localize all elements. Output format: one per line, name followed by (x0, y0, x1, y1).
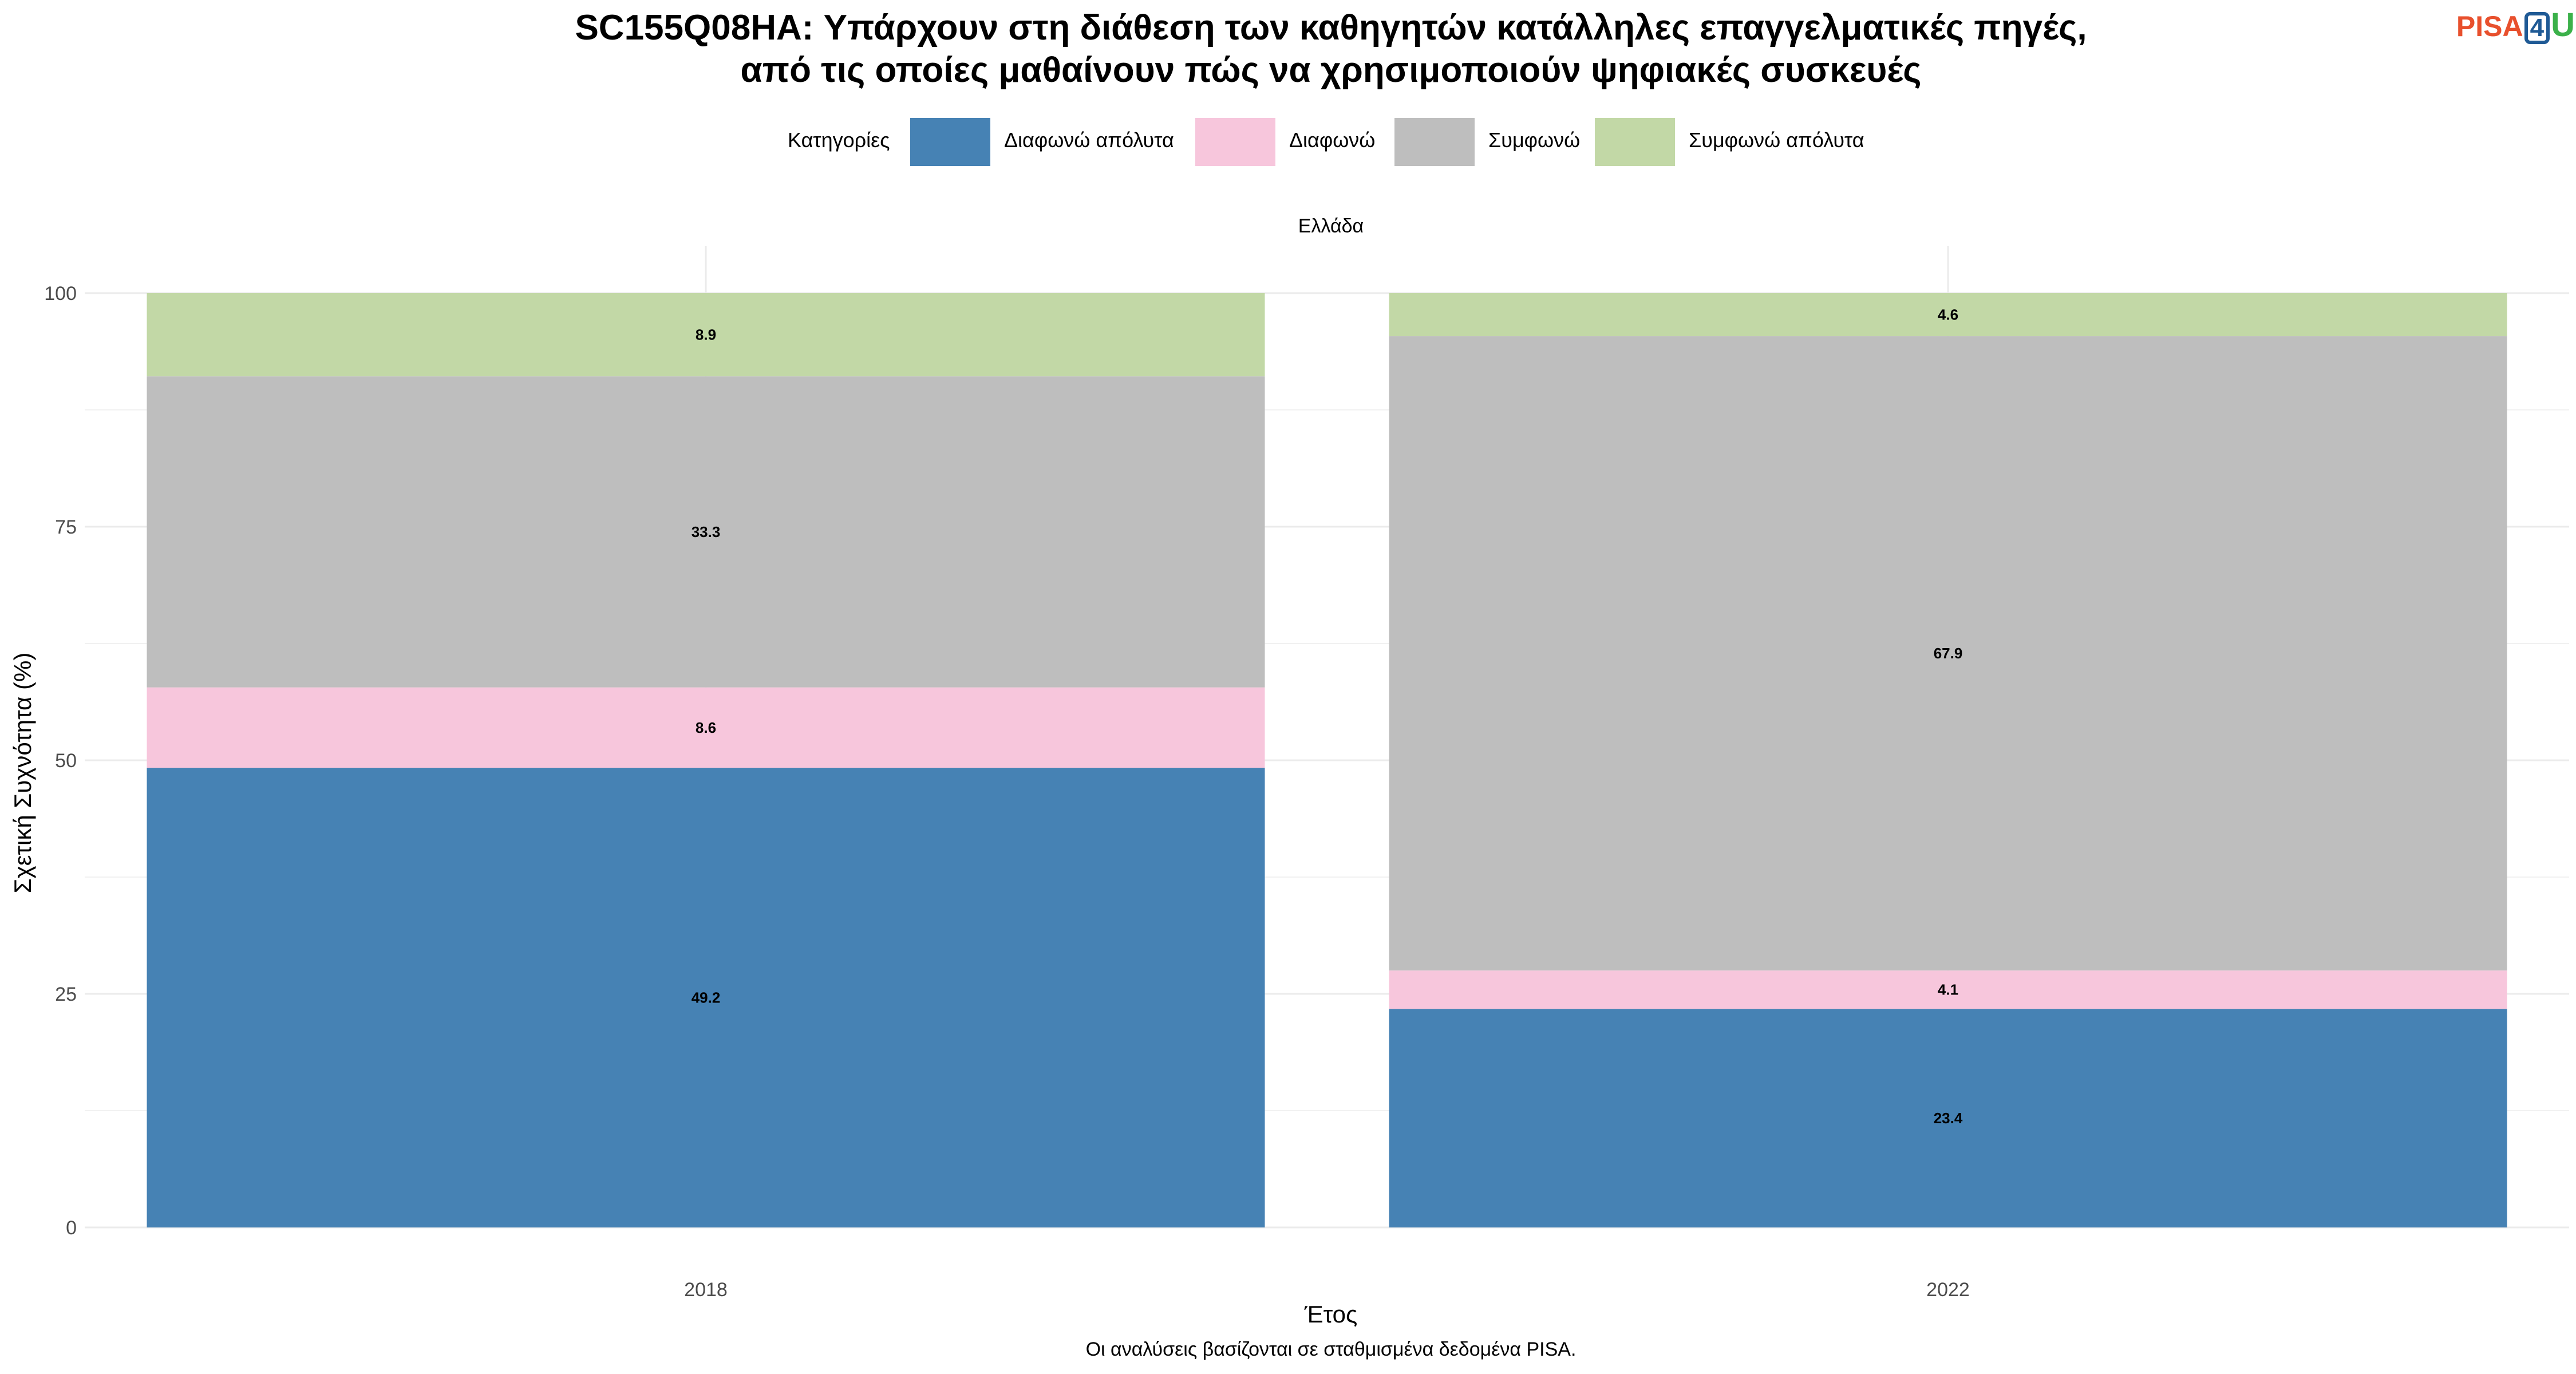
y-tick-label: 75 (55, 516, 77, 538)
legend-label-strongly-agree: Συμφωνώ απόλυτα (1689, 128, 1864, 152)
y-tick-label: 50 (55, 750, 77, 772)
x-tick-label: 2022 (1926, 1279, 1970, 1301)
legend-label-agree: Συμφωνώ (1488, 128, 1581, 152)
legend-key-disagree (1195, 118, 1275, 166)
logo-text-u: U (2551, 6, 2575, 44)
data-label: 33.3 (692, 523, 721, 540)
facet-label: Ελλάδα (1298, 215, 1364, 237)
legend-key-strongly-agree (1595, 118, 1675, 166)
x-axis-label: Έτος (1304, 1301, 1358, 1328)
x-tick-label: 2018 (684, 1279, 728, 1301)
y-tick-label: 0 (66, 1217, 77, 1239)
pisa4u-logo: PISA 4 U (2456, 8, 2575, 44)
data-label: 23.4 (1934, 1110, 1963, 1127)
data-label: 8.9 (696, 326, 716, 344)
legend-label-disagree: Διαφωνώ (1289, 128, 1376, 152)
logo-text-pisa: PISA (2456, 10, 2523, 42)
data-label: 67.9 (1934, 645, 1963, 662)
chart-legend: Κατηγορίες Διαφωνώ απόλυτα Διαφωνώ Συμφω… (0, 114, 2576, 167)
bar-segment-2018-0 (147, 768, 1265, 1227)
legend-title: Κατηγορίες (788, 128, 890, 152)
y-tick-label: 100 (44, 283, 77, 305)
data-label: 4.1 (1938, 981, 1958, 998)
chart-caption: Οι αναλύσεις βασίζονται σε σταθμισμένα δ… (1085, 1339, 1577, 1360)
bar-segment-2022-1 (1389, 970, 2507, 1009)
bar-segment-2018-1 (147, 687, 1265, 768)
data-label: 4.6 (1938, 306, 1958, 323)
y-tick-label: 25 (55, 984, 77, 1005)
bar-segment-2018-3 (147, 293, 1265, 377)
chart-title-line-2: από τις οποίες μαθαίνουν πώς να χρησιμοπ… (740, 50, 1922, 90)
bar-segment-2022-0 (1389, 1009, 2507, 1227)
legend-key-strongly-disagree (910, 118, 990, 166)
data-label: 8.6 (696, 719, 716, 736)
y-axis-label: Σχετική Συχνότητα (%) (9, 652, 36, 894)
legend-key-agree (1394, 118, 1475, 166)
bar-segment-2022-2 (1389, 336, 2507, 971)
bar-segment-2022-3 (1389, 293, 2507, 337)
bar-segment-2018-2 (147, 376, 1265, 688)
data-label: 49.2 (692, 989, 721, 1006)
chart-title-line-1: SC155Q08HA: Υπάρχουν στη διάθεση των καθ… (575, 8, 2087, 48)
logo-text-four: 4 (2524, 12, 2550, 44)
legend-label-strongly-disagree: Διαφωνώ απόλυτα (1004, 128, 1174, 152)
